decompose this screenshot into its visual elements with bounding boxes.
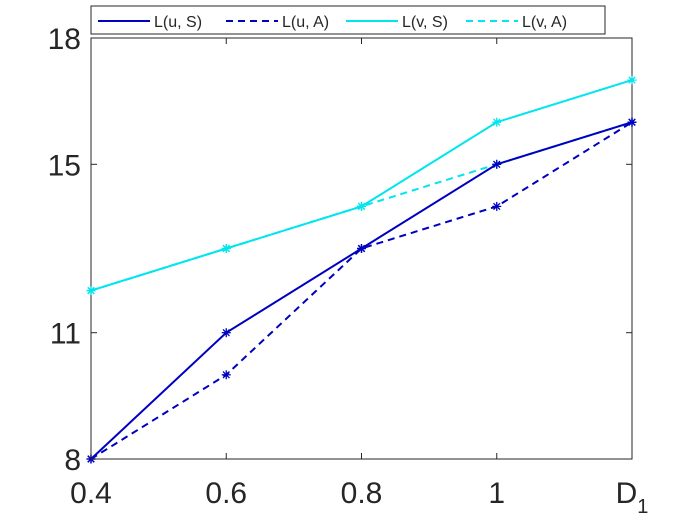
data-point-s2-0: [86, 286, 96, 296]
x-tick-label-1: 0.6: [205, 477, 247, 510]
legend-label-2: L(v, S): [402, 14, 448, 31]
legend: L(u, S) L(u, A) L(v, S) L(v, A): [90, 5, 606, 35]
data-point-s2-2: [357, 201, 366, 211]
data-point-s0-1: [221, 328, 231, 338]
y-tick-label-1: 11: [50, 318, 81, 351]
data-point-s2-3: [492, 117, 502, 127]
data-point-s0-4: [627, 117, 637, 127]
data-point-s1-3: [492, 201, 502, 211]
series-layer: [86, 75, 637, 464]
y-tick-label-2: 15: [48, 149, 81, 182]
x-axis-label-subscript: 1: [637, 496, 648, 518]
data-point-s1-1: [221, 370, 231, 380]
data-point-s2-4: [627, 75, 637, 85]
y-tick-label-3: 18: [48, 23, 81, 56]
data-point-s2-1: [221, 244, 231, 253]
y-tick-label-0: 8: [64, 444, 81, 477]
x-tick-label-3: 1: [488, 477, 505, 510]
legend-label-0: L(u, S): [154, 14, 202, 31]
data-point-s0-3: [492, 159, 502, 169]
data-point-s0-2: [357, 244, 366, 253]
x-tick-label-2: 0.8: [341, 477, 383, 510]
legend-label-3: L(v, A): [522, 14, 567, 31]
x-axis-ticks: D1 0.4 0.6 0.8 1: [70, 38, 648, 518]
y-axis-ticks: 8 11 15 18: [48, 23, 632, 477]
x-tick-label-0: 0.4: [70, 477, 112, 510]
legend-label-1: L(u, A): [282, 14, 329, 31]
x-axis-label: D1: [616, 477, 649, 518]
x-axis-label-main: D: [616, 477, 638, 510]
